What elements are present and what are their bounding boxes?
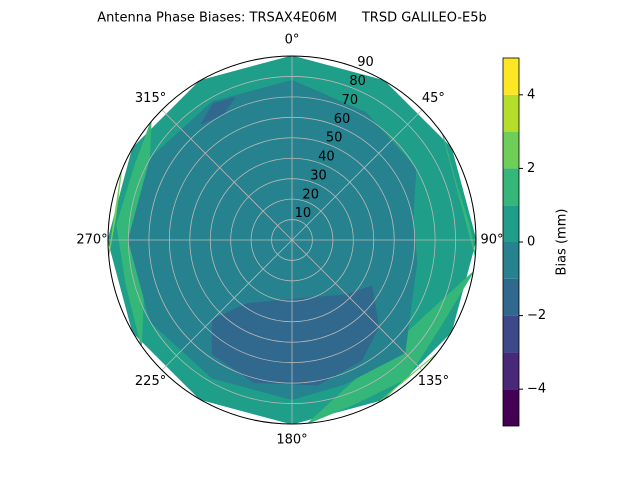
theta-tick-label: 315°: [135, 91, 166, 106]
r-tick-label: 90: [357, 55, 374, 70]
colorbar-band: [503, 94, 519, 132]
chart-title: Antenna Phase Biases: TRSAX4E06M TRSD GA…: [97, 11, 487, 26]
r-tick-label: 30: [310, 168, 327, 183]
contour-region: [442, 134, 476, 257]
colorbar-tick-label: 0: [527, 235, 535, 250]
theta-tick-label: 0°: [285, 33, 300, 48]
contour-region: [108, 170, 122, 257]
colorbar-band: [503, 315, 519, 353]
grid-spoke: [291, 239, 423, 371]
grid-spoke: [161, 239, 293, 371]
r-tick-label: 60: [334, 112, 351, 127]
theta-tick-label: 90°: [480, 233, 503, 248]
colorbar-tick-label: 4: [527, 87, 535, 102]
theta-tick-label: 45°: [422, 91, 445, 106]
colorbar-band: [503, 389, 519, 426]
r-tick-label: 40: [318, 150, 335, 165]
colorbar-band: [503, 242, 519, 279]
colorbar-label: Bias (mm): [555, 209, 570, 276]
colorbar-tick-label: 2: [527, 161, 535, 176]
r-tick-label: 10: [295, 206, 312, 221]
contour-region: [211, 285, 380, 386]
colorbar-band: [503, 278, 519, 316]
colorbar-band: [503, 352, 519, 390]
r-tick-label: 50: [326, 131, 343, 146]
polar-frame: [107, 55, 477, 425]
theta-tick-label: 180°: [276, 433, 307, 448]
r-tick-label: 20: [302, 187, 319, 202]
colorbar-band: [503, 58, 519, 95]
grid-spoke: [161, 109, 293, 241]
colorbar-band: [503, 131, 519, 169]
colorbar-tick-label: −4: [527, 382, 546, 397]
r-tick-label: 70: [342, 93, 359, 108]
theta-tick-label: 135°: [418, 374, 449, 389]
theta-tick-label: 270°: [76, 233, 107, 248]
colorbar-band: [503, 168, 519, 206]
contour-region: [200, 97, 236, 125]
grid-spoke: [291, 109, 423, 241]
r-tick-label: 80: [349, 74, 366, 89]
colorbar-tick-label: −2: [527, 308, 546, 323]
theta-tick-label: 225°: [135, 374, 166, 389]
polar-axes: 0° 45° 90° 135° 180° 225° 270° 315° 10 20 30 40 50 60…: [76, 33, 503, 448]
colorbar-band: [503, 205, 519, 242]
contour-region: [377, 352, 438, 403]
